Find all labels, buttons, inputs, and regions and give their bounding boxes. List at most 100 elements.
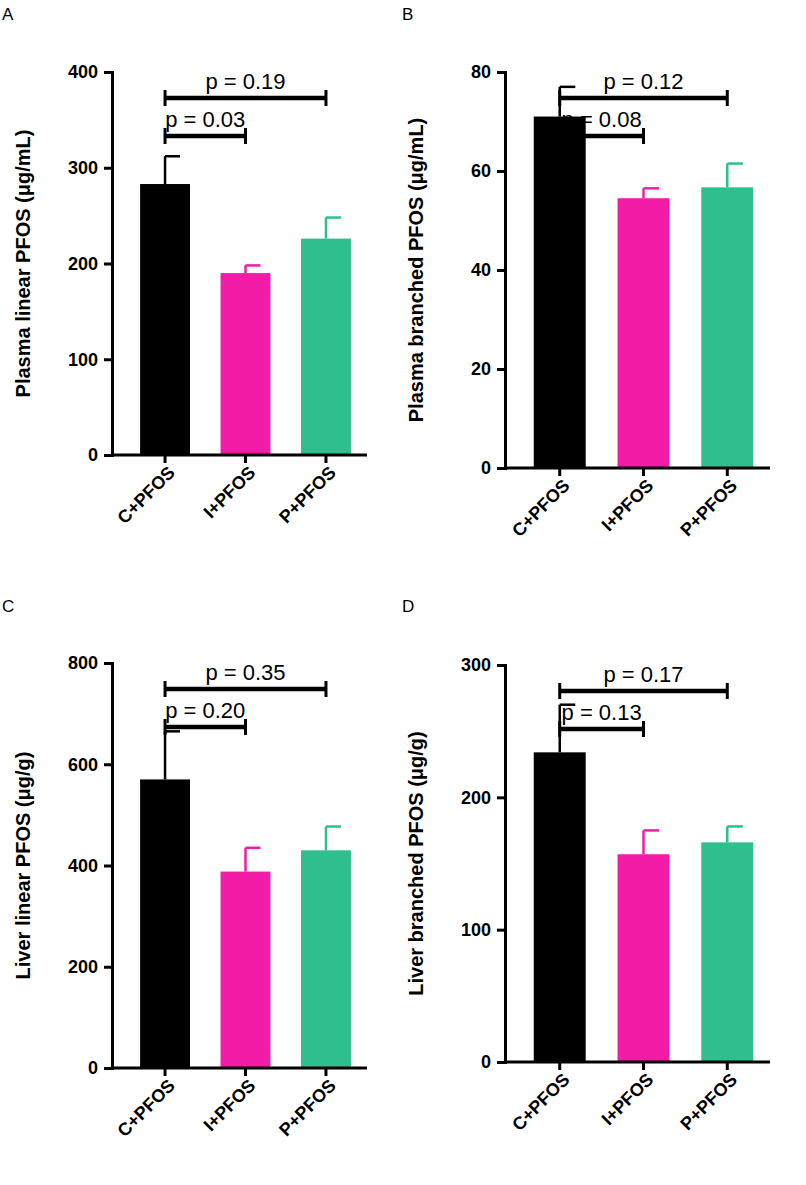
bar [140,184,190,455]
y-tick-mark [104,763,112,766]
y-tick: 100 [461,920,505,940]
plot-area [534,87,753,468]
y-tick-label: 300 [68,158,98,178]
x-axis: C+PFOSI+PFOSP+PFOS [505,468,770,541]
y-tick: 0 [481,458,505,478]
y-axis: 0200400600800 [68,653,113,1078]
plot-area [534,705,753,1062]
bar [701,842,753,1062]
x-tick-label: I+PFOS [200,1075,260,1135]
y-tick-mark [104,454,112,457]
y-tick-mark [497,664,505,667]
y-tick-label: 60 [471,161,491,181]
x-axis-line [112,454,367,457]
comparison-bracket [560,689,728,694]
bar [618,198,670,468]
comparison-bracket-end [324,681,327,697]
comparison: p = 0.08 [560,107,644,144]
y-axis-line [104,73,113,456]
x-tick: C+PFOS [113,1068,178,1141]
y-axis-title: Plasma branched PFOS (μg/mL) [405,118,427,423]
error-cap [326,825,341,828]
x-axis-line [505,1061,770,1064]
error-bar [246,848,261,872]
panel: C0200400600800C+PFOSI+PFOSP+PFOSLiver li… [2,597,367,1141]
y-tick: 0 [88,1058,112,1078]
y-axis-title: Liver linear PFOS (μg/g) [12,752,34,980]
error-bar [727,164,743,188]
y-tick-label: 300 [461,655,491,675]
p-value: p = 0.20 [165,698,245,723]
x-tick: P+PFOS [676,1062,741,1134]
y-tick-label: 20 [471,359,491,379]
x-axis: C+PFOSI+PFOSP+PFOS [112,1068,367,1141]
error-bar [165,156,180,184]
comparison: p = 0.19 [165,69,326,106]
panel: B020406080C+PFOSI+PFOSP+PFOSPlasma branc… [402,5,770,541]
error-cap [165,730,180,733]
x-tick-label: I+PFOS [598,475,658,535]
panel: A0100200300400C+PFOSI+PFOSP+PFOSPlasma l… [2,5,367,528]
x-axis-line [112,1067,367,1070]
y-axis: 0 20 40 60 80 [471,62,506,478]
p-value: p = 0.03 [165,107,245,132]
y-tick-mark [104,1067,112,1070]
y-tick: 40 [471,260,505,280]
error-bar [644,830,660,854]
y-tick: 200 [68,254,112,274]
error-cap [727,825,743,828]
y-tick: 400 [68,856,112,876]
x-tick: I+PFOS [598,1062,658,1129]
comparison-bracket-end [642,721,645,737]
error-stem [325,218,328,239]
y-tick-mark [104,662,112,665]
error-stem [244,848,247,872]
p-value: p = 0.12 [603,69,683,94]
comparison-bracket [165,134,245,139]
comparison-bracket-end [324,90,327,106]
y-tick-label: 400 [68,856,98,876]
panel: D0100200300C+PFOSI+PFOSP+PFOSLiver branc… [402,597,770,1135]
y-tick-mark [104,71,112,74]
y-tick: 400 [68,62,112,82]
error-stem [164,731,167,779]
x-tick-label: C+PFOS [508,1069,573,1134]
comparison-bracket-end [558,683,561,699]
y-tick: 300 [68,158,112,178]
y-tick: 200 [461,788,505,808]
y-tick-label: 0 [481,1052,491,1072]
comparison-bracket-end [558,90,561,106]
comparison-bracket-end [726,90,729,106]
comparison: p = 0.13 [560,700,644,737]
x-tick: I+PFOS [200,1068,260,1135]
x-tick-label: C+PFOS [508,475,573,540]
y-tick-mark [497,269,505,272]
y-tick-label: 0 [88,445,98,465]
error-bar [165,731,180,779]
error-cap [165,155,180,158]
x-axis: C+PFOS I+PFOS P+PFOS [505,1062,770,1135]
y-tick-mark [104,966,112,969]
error-cap [246,264,261,267]
y-tick-mark [104,263,112,266]
bar [701,187,753,468]
figure: A0100200300400C+PFOSI+PFOSP+PFOSPlasma l… [0,0,806,1185]
y-tick-mark [497,71,505,74]
comparison-bracket [560,96,728,101]
y-tick: 80 [471,62,505,82]
comparison: p = 0.03 [165,107,245,144]
error-stem [642,830,645,854]
comparison-bracket [560,727,644,732]
error-stem [325,827,328,851]
y-tick-mark [104,167,112,170]
comparison-bracket [165,725,245,730]
y-tick: 60 [471,161,505,181]
y-tick: 0 [88,445,112,465]
x-tick: P+PFOS [275,455,340,527]
comparison-bracket [165,687,326,692]
bar [534,752,586,1062]
plot-area [140,156,351,455]
x-tick: I+PFOS [598,468,658,535]
comparison: p = 0.12 [560,69,728,106]
y-tick: 20 [471,359,505,379]
